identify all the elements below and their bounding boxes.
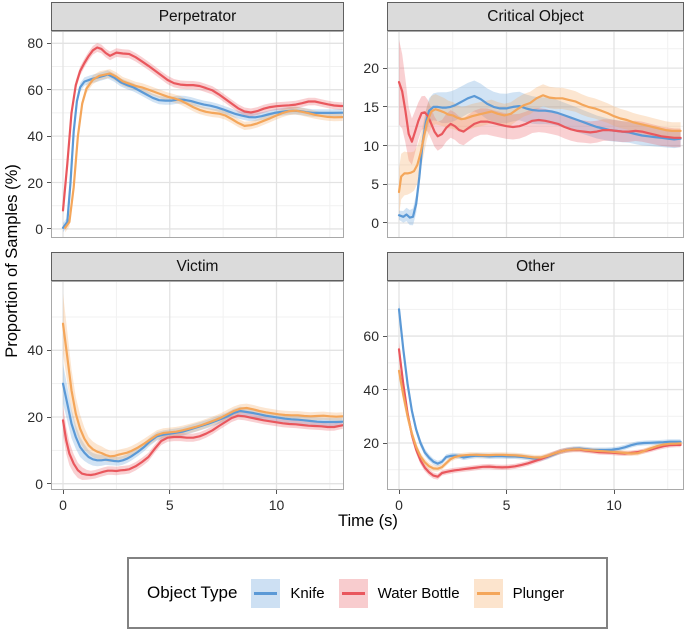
legend-key-knife-swatch [251, 578, 281, 608]
legend-title: Object Type [147, 583, 238, 602]
y-axis-title: Proportion of Samples (%) [3, 164, 21, 358]
y-tick-mark [47, 89, 51, 91]
y-tick-label: 40 [27, 128, 43, 145]
legend-key-water-bottle-swatch [338, 578, 368, 608]
x-tick-mark [62, 490, 64, 494]
y-tick-label: 60 [363, 328, 379, 345]
y-tick-mark [383, 442, 387, 444]
x-tick-mark [398, 490, 400, 494]
plunger-line-sample [476, 591, 500, 595]
panel-victim [51, 281, 344, 490]
water-bottle-line-sample [341, 591, 365, 595]
line-plunger [61, 322, 344, 458]
line-water_bottle [397, 80, 682, 143]
y-tick-label: 15 [363, 98, 379, 115]
line-water_bottle [61, 414, 344, 477]
legend-item-water-bottle: Water Bottle [338, 578, 460, 608]
x-tick-label: 0 [59, 497, 67, 513]
legend-label-water-bottle: Water Bottle [377, 584, 460, 602]
y-tick-label: 60 [27, 81, 43, 98]
x-axis-title: Time (s) [338, 512, 398, 530]
y-tick-mark [47, 416, 51, 418]
x-tick-mark [169, 490, 171, 494]
line-plunger [397, 94, 682, 194]
y-tick-label: 20 [363, 435, 379, 452]
x-tick-mark [613, 490, 615, 494]
y-tick-label: 10 [363, 137, 379, 154]
y-tick-label: 0 [35, 475, 43, 492]
y-tick-mark [383, 335, 387, 337]
y-tick-label: 80 [27, 35, 43, 52]
y-tick-mark [47, 228, 51, 230]
y-tick-mark [383, 67, 387, 69]
knife-line-sample [254, 591, 278, 595]
line-water_bottle [61, 46, 344, 212]
y-tick-mark [383, 183, 387, 185]
x-tick-mark [506, 490, 507, 494]
y-tick-label: 0 [35, 220, 43, 237]
y-tick-label: 5 [371, 176, 379, 193]
legend: Object Type Knife Water Bottle Plunger [127, 557, 608, 629]
x-tick-mark [276, 490, 277, 494]
ribbon-knife [399, 80, 681, 226]
y-tick-mark [47, 182, 51, 184]
legend-key-plunger-swatch [473, 578, 503, 608]
y-tick-label: 20 [363, 60, 379, 77]
y-tick-mark [47, 483, 51, 485]
y-tick-label: 20 [27, 174, 43, 191]
ribbon-water_bottle [63, 405, 343, 480]
legend-item-plunger: Plunger [473, 578, 565, 608]
y-tick-mark [47, 135, 51, 137]
facet-strip-perpetrator: Perpetrator [51, 2, 344, 31]
line-plunger [397, 369, 682, 470]
y-tick-mark [47, 349, 51, 351]
panel-critical-object [387, 31, 684, 238]
y-tick-mark [47, 42, 51, 44]
y-tick-label: 40 [27, 342, 43, 359]
y-tick-mark [383, 222, 387, 224]
line-plunger [64, 72, 344, 229]
facet-strip-victim: Victim [51, 252, 344, 281]
x-tick-label: 5 [502, 497, 511, 513]
y-tick-mark [383, 106, 387, 108]
legend-item-knife: Knife [251, 578, 325, 608]
y-tick-label: 40 [363, 381, 379, 398]
line-knife [61, 382, 344, 463]
x-tick-label: 10 [606, 497, 622, 513]
x-tick-label: 0 [395, 497, 403, 513]
y-tick-mark [383, 145, 387, 147]
panel-perpetrator [51, 31, 344, 238]
facet-strip-other: Other [387, 252, 684, 281]
y-tick-mark [383, 389, 387, 391]
y-tick-label: 0 [371, 214, 379, 231]
ribbon-water_bottle [399, 39, 681, 165]
panel-other [387, 281, 684, 490]
ribbon-knife [63, 70, 343, 233]
x-tick-label: 10 [268, 497, 285, 513]
ribbon-plunger [63, 293, 343, 463]
y-tick-label: 20 [27, 409, 43, 425]
facet-strip-critical-object: Critical Object [387, 2, 684, 31]
x-tick-label: 5 [165, 497, 174, 513]
legend-label-knife: Knife [290, 584, 325, 602]
legend-label-plunger: Plunger [512, 584, 565, 602]
